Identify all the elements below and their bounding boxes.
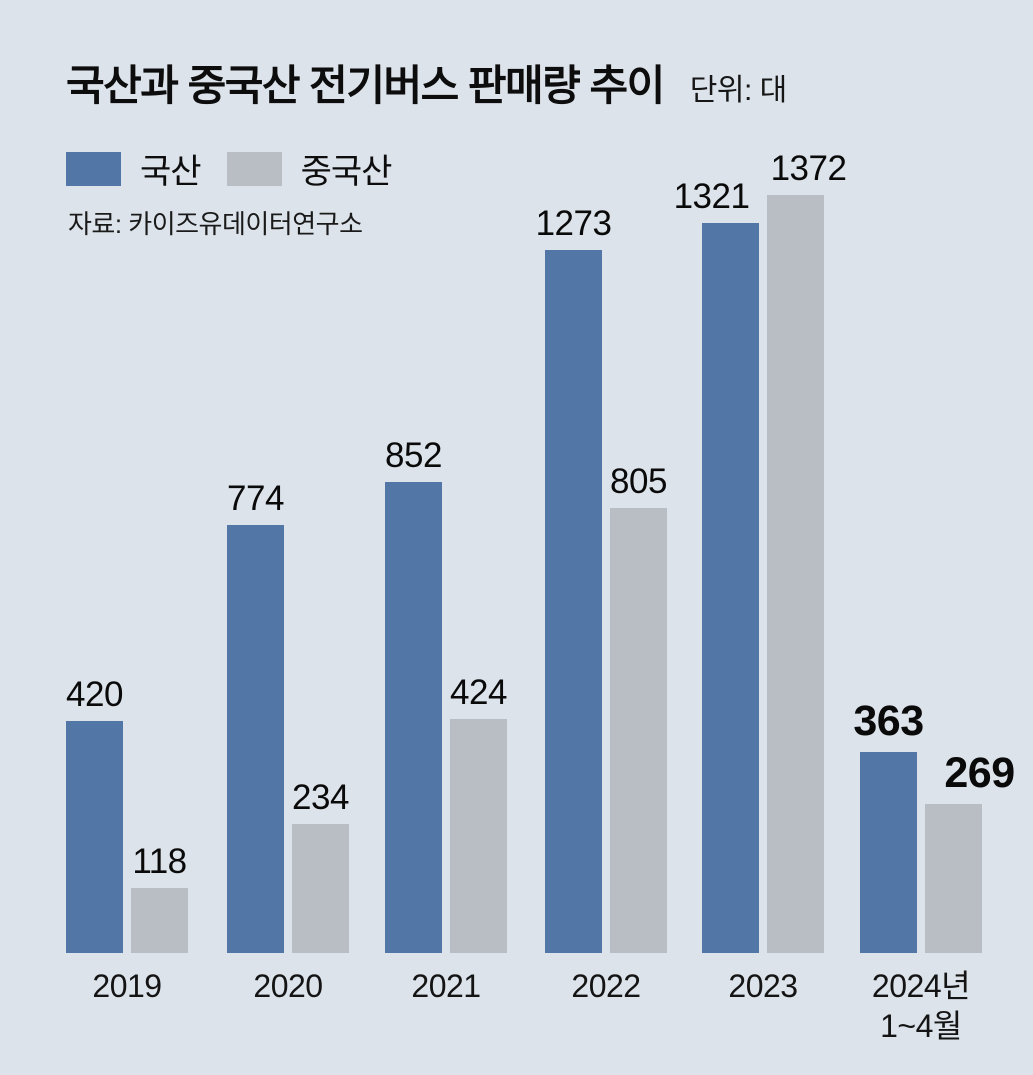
bar-domestic-1 [227,525,284,953]
bar-chinese-0 [131,888,188,953]
legend-item-domestic: 국산 [66,144,202,193]
value-label-chinese-0: 118 [132,842,187,881]
legend-label: 중국산 [300,153,393,191]
bar-domestic-4 [702,223,759,953]
value-label-chinese-5: 269 [944,749,1015,797]
bar-chinese-5 [925,804,982,953]
legend-label: 국산 [140,153,202,191]
bar-domestic-5 [860,752,917,953]
bar-domestic-3 [545,250,602,953]
bar-chinese-4 [767,195,824,953]
value-label-domestic-0: 420 [66,675,123,714]
plot-area: 420 774 852 1273 1321 363 118 234 424 805 1372 269 [0,151,1033,953]
bar-chinese-3 [610,508,667,953]
bar-domestic-0 [66,721,123,953]
domestic-swatch-icon [66,151,121,186]
chart-title: 국산과 중국산 전기버스 판매량 추이 [66,62,665,109]
value-label-chinese-2: 424 [450,673,507,712]
value-label-chinese-4: 1372 [770,149,847,188]
unit-label: 단위: 대 [689,74,787,107]
source-label: 자료: 카이즈유데이터연구소 [68,209,363,239]
value-label-domestic-4: 1321 [673,177,750,216]
legend-item-chinese: 중국산 [226,144,393,193]
chinese-swatch-icon [226,151,282,186]
value-label-chinese-1: 234 [292,778,349,817]
value-label-domestic-1: 774 [227,479,284,518]
chart-header: 국산과 중국산 전기버스 판매량 추이 단위: 대 [66,52,787,113]
value-label-domestic-3: 1273 [535,204,612,243]
x-axis-label-3: 2022 [571,968,641,1004]
bar-domestic-2 [385,482,442,953]
legend: 국산 중국산 [66,144,417,193]
x-axis-label-4: 2023 [728,968,798,1004]
x-axis-label-2: 2021 [411,968,481,1004]
value-label-domestic-2: 852 [385,436,442,475]
value-label-chinese-3: 805 [610,462,667,501]
bar-chinese-2 [450,719,507,953]
x-axis-label-5: 2024년 1~4월 [871,968,971,1044]
x-axis-label-0: 2019 [92,968,162,1004]
value-label-domestic-5: 363 [853,697,924,745]
x-axis-label-1: 2020 [253,968,323,1004]
bar-chinese-1 [292,824,349,953]
